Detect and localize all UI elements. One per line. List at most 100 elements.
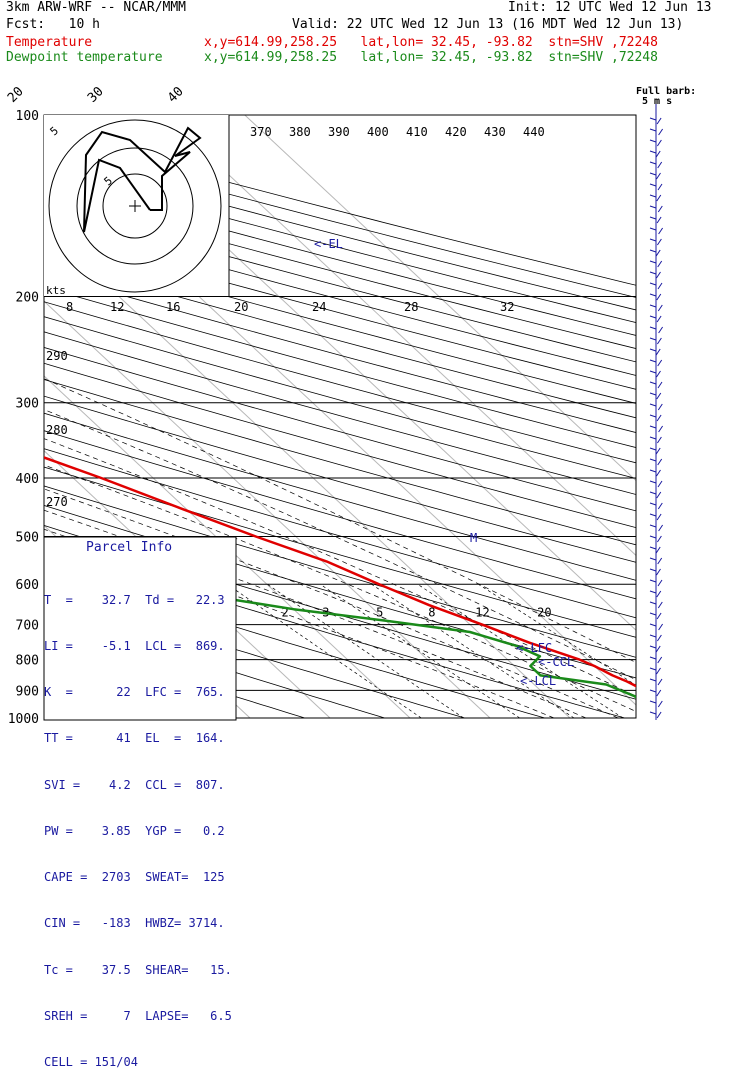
wind-barb: [649, 249, 661, 257]
pressure-label: 100: [16, 109, 39, 124]
wind-barb: [649, 480, 663, 488]
wind-barb: [649, 370, 661, 378]
wind-barb: [649, 205, 663, 213]
wind-barb: [649, 183, 663, 191]
pressure-label: 500: [16, 530, 39, 545]
parcel-row-sreh: SREH = 7 LAPSE= 6.5: [44, 1008, 232, 1023]
wind-barb: [649, 612, 662, 620]
mixing-ratio-line: [320, 583, 520, 719]
wind-barb: [649, 436, 662, 444]
wind-barb: [649, 645, 661, 653]
isotherm-line: [164, 115, 636, 557]
dry-adiabat-line: [44, 331, 636, 495]
forecast-hour: Fcst: 10 h: [6, 17, 100, 32]
theta-e-label: 28: [404, 300, 418, 314]
wind-barb: [649, 414, 662, 422]
wind-barb: [649, 535, 662, 543]
wind-barb: [649, 700, 663, 708]
mixing-ratio-label: 2: [282, 606, 289, 620]
dry-adiabat-line: [44, 316, 636, 479]
dry-adiabat-line: [44, 588, 465, 719]
wind-barb: [649, 634, 662, 642]
theta-e-label: 16: [166, 300, 180, 314]
theta-e-left-label: 280: [46, 423, 68, 437]
theta-e-label: 24: [312, 300, 326, 314]
theta-label: 440: [523, 125, 545, 139]
theta-e-left-label: 290: [46, 349, 68, 363]
annotation-label: <-EL: [314, 237, 343, 251]
temperature-legend-label: Temperature: [6, 35, 93, 50]
mixing-ratio-label: 8: [428, 606, 435, 620]
wind-barb: [649, 381, 663, 389]
temperature-profile-line: [44, 456, 636, 688]
theta-e-label: 32: [500, 300, 514, 314]
dry-adiabat-line: [44, 430, 636, 600]
wind-barb: [649, 656, 663, 664]
barb-key-label: Full barb:: [636, 86, 696, 97]
pressure-label: 800: [16, 654, 39, 669]
wind-barb: [649, 348, 661, 356]
mixing-ratio-line: [267, 583, 464, 719]
theta-e-left-label: 270: [46, 495, 68, 509]
wind-barb: [649, 337, 662, 345]
wind-barb: [649, 304, 663, 312]
barb-key-units: 5 m s: [642, 96, 672, 107]
pressure-label: 1000: [8, 712, 39, 727]
wind-barb: [649, 458, 663, 466]
temperature-legend-info: x,y=614.99,258.25 lat,lon= 32.45, -93.82…: [204, 35, 658, 50]
wind-barb: [649, 117, 662, 125]
parcel-row-svi: SVI = 4.2 CCL = 807.: [44, 777, 225, 792]
theta-e-label: 20: [234, 300, 248, 314]
wind-barb: [649, 524, 664, 532]
parcel-row-tt: TT = 41 EL = 164.: [44, 731, 225, 746]
parcel-info-table: T = 32.7 Td = 22.3 LI = -5.1 LCL = 869. …: [44, 562, 236, 1086]
wind-barb: [649, 678, 663, 686]
dry-adiabat-line: [44, 218, 636, 376]
theta-label: 400: [367, 125, 389, 139]
mixing-ratio-line: [417, 583, 624, 719]
dry-adiabat-line: [44, 466, 636, 638]
wind-barb: [649, 590, 662, 598]
dry-adiabat-line: [44, 566, 545, 719]
wind-barb: [649, 689, 662, 697]
wind-barb: [649, 150, 661, 158]
wind-barb: [649, 227, 664, 235]
parcel-row-li: LI = -5.1 LCL = 869.: [44, 639, 225, 654]
moist-adiabat-line: [44, 528, 555, 719]
model-title: 3km ARW-WRF -- NCAR/MMM: [6, 0, 187, 15]
annotation-label: <-LFC: [516, 641, 552, 655]
theta-e-label: 12: [110, 300, 124, 314]
wind-barb: [649, 403, 663, 411]
dry-adiabat-line: [44, 258, 636, 419]
dewpoint-legend-label: Dewpoint temperature: [6, 50, 163, 65]
theta-label: 420: [445, 125, 467, 139]
dry-adiabat-line: [44, 346, 636, 512]
dry-adiabat-line: [44, 485, 636, 658]
theta-label: 390: [328, 125, 350, 139]
wind-barb: [649, 238, 662, 246]
wind-barb: [649, 469, 661, 477]
wind-barb: [649, 271, 661, 279]
mixing-ratio-line: [371, 583, 575, 719]
wind-barb: [649, 568, 661, 576]
isotherm-line: [44, 375, 411, 719]
isotherm-label: 40: [165, 84, 187, 106]
moist-adiabat-line: [44, 464, 636, 712]
skew-t-diagram: 1002003004005006007008009001000-80-70-60…: [5, 84, 696, 727]
dry-adiabat-line: [44, 231, 636, 390]
mixing-ratio-label: 5: [376, 606, 383, 620]
annotation-label: <-LCL: [520, 674, 556, 688]
dry-adiabat-line: [44, 272, 636, 433]
dry-adiabat-line: [44, 448, 636, 619]
wind-barb: [649, 491, 662, 499]
wind-barb: [649, 139, 662, 147]
valid-time: Valid: 22 UTC Wed 12 Jun 13 (16 MDT Wed …: [292, 17, 684, 32]
pressure-label: 400: [16, 472, 39, 487]
annotation-label: <-CCL: [538, 655, 574, 669]
wind-barb: [649, 128, 664, 136]
wind-barb: [649, 667, 661, 675]
parcel-row-cape: CAPE = 2703 SWEAT= 125: [44, 870, 225, 885]
init-time: Init: 12 UTC Wed 12 Jun 13: [508, 0, 712, 15]
dry-adiabat-line: [44, 611, 385, 719]
pressure-label: 700: [16, 619, 39, 634]
